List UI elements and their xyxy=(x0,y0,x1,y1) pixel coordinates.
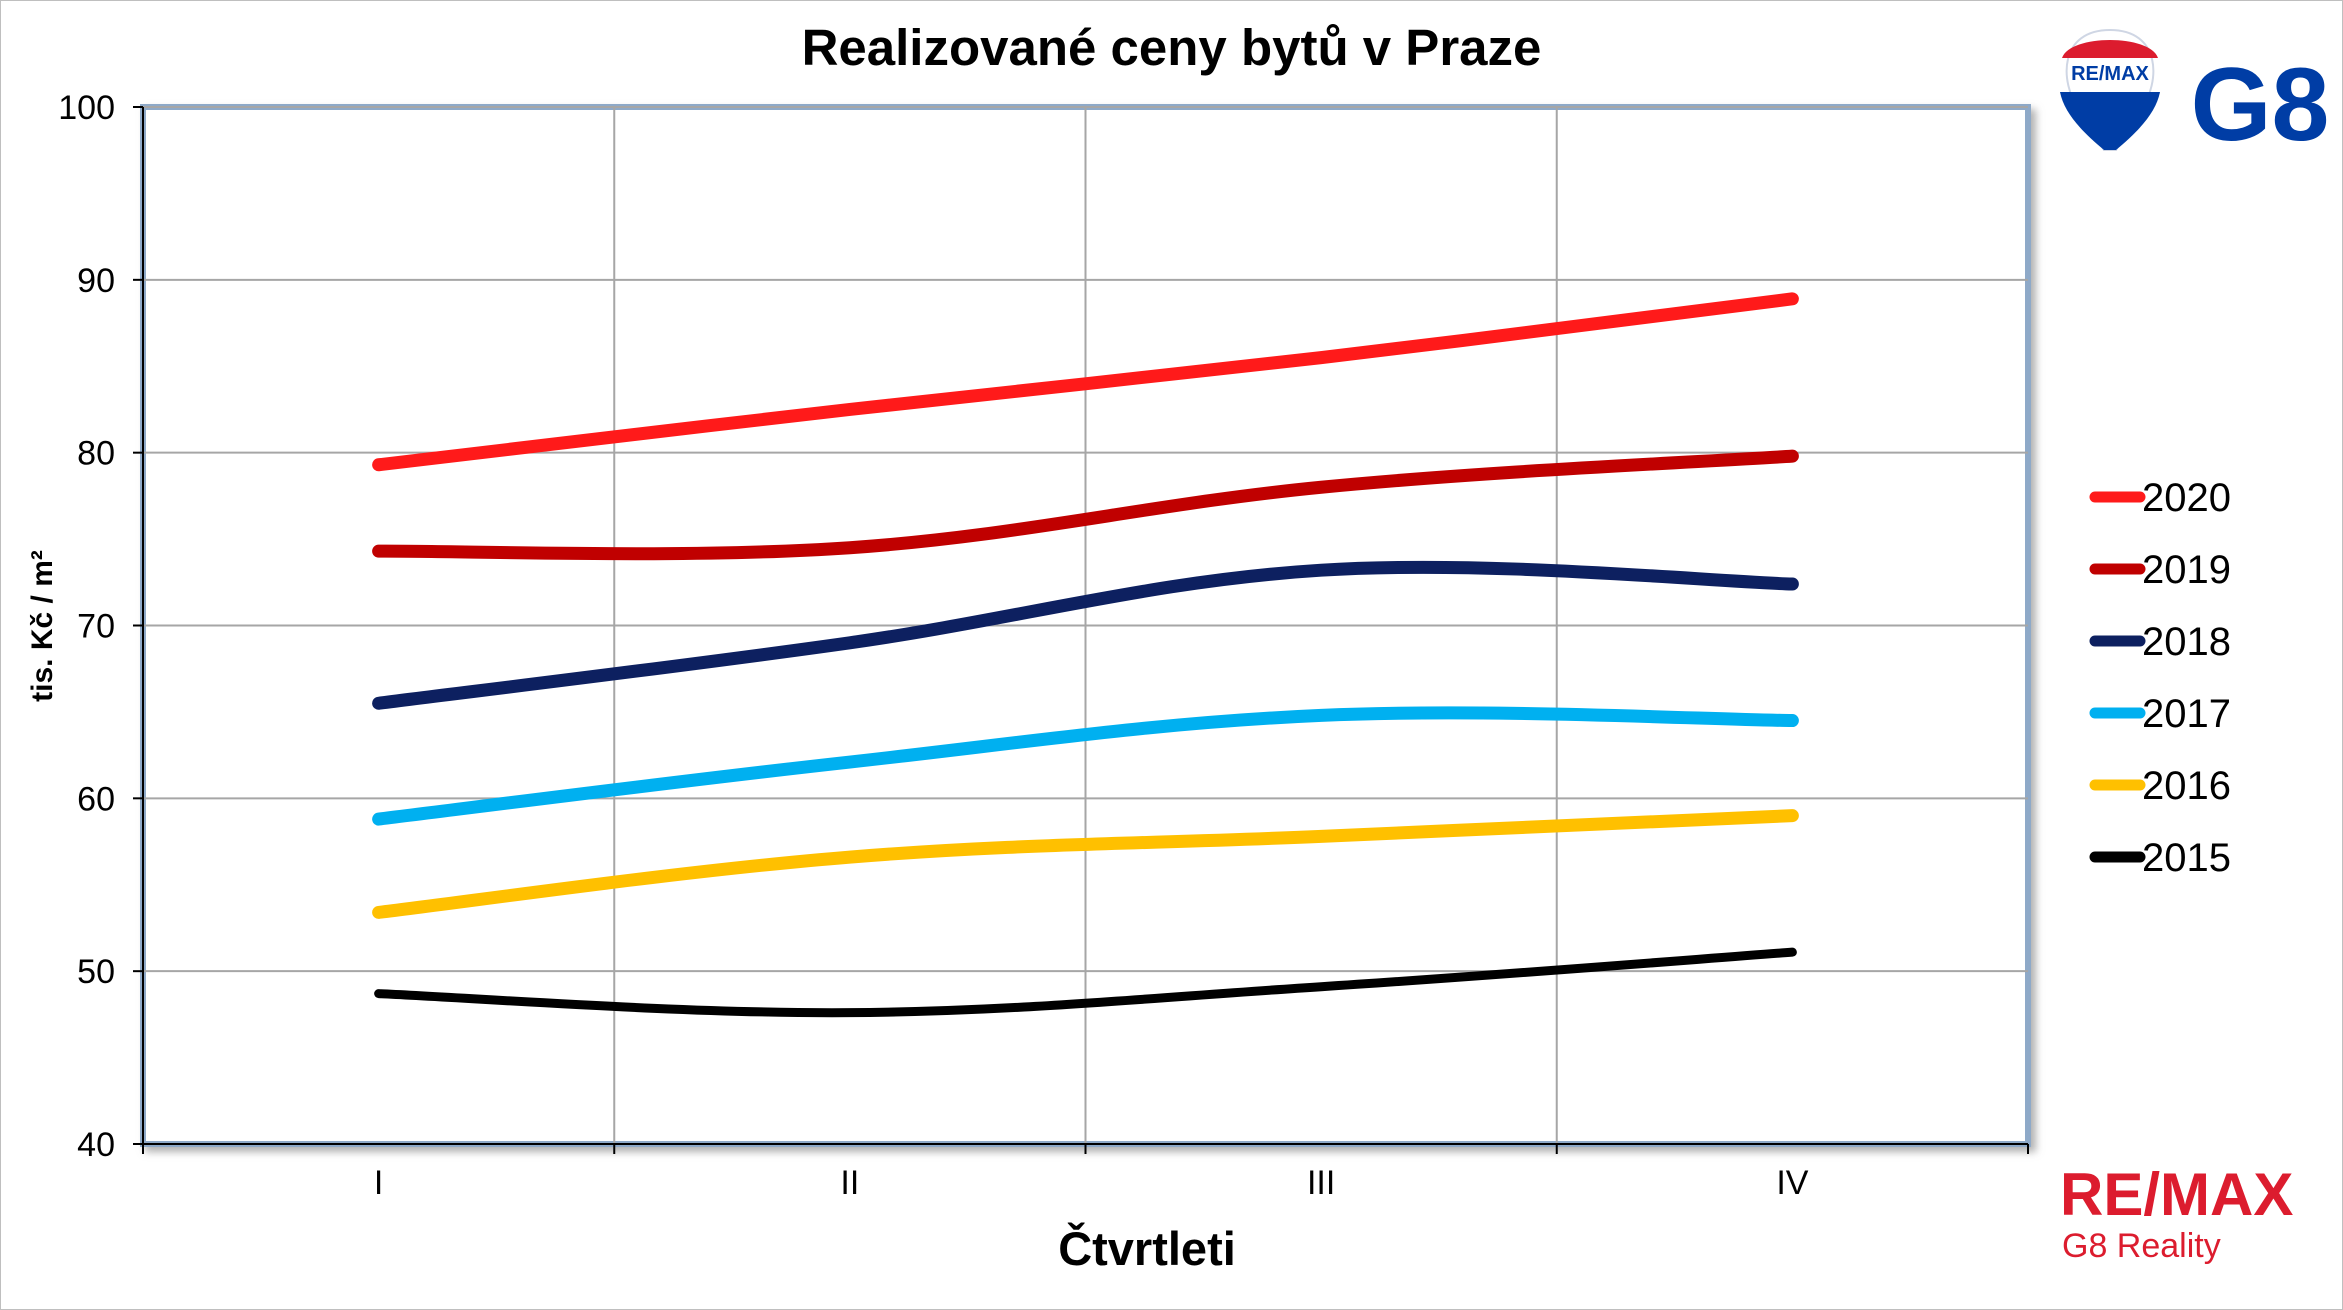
y-tick-label: 60 xyxy=(77,780,115,818)
x-axis-label: Čtvrtleti xyxy=(1058,1222,1236,1275)
series-line-2020 xyxy=(372,292,1799,472)
legend: 2020 2019 2018 2017 2016 2015 xyxy=(2089,476,2231,880)
legend-label: 2018 xyxy=(2142,620,2231,664)
y-tick-label: 100 xyxy=(58,89,115,127)
y-tick-label: 40 xyxy=(77,1126,115,1164)
series-line-2015 xyxy=(374,947,1797,1018)
remax-balloon-logo: RE/MAX G8 xyxy=(2060,28,2330,163)
remax-wordmark: RE/MAX xyxy=(2060,1161,2293,1228)
legend-label: 2019 xyxy=(2142,548,2231,592)
legend-label: 2016 xyxy=(2142,764,2231,808)
x-tick-label: II xyxy=(840,1164,859,1202)
x-tick-label: I xyxy=(374,1164,383,1202)
y-tick-label: 90 xyxy=(77,262,115,300)
series-line-2017 xyxy=(372,706,1799,826)
y-tick-label: 80 xyxy=(77,435,115,473)
balloon-logo-text: RE/MAX xyxy=(2071,63,2149,85)
legend-label: 2020 xyxy=(2142,476,2231,520)
chart-title: Realizované ceny bytů v Praze xyxy=(801,19,1542,76)
y-tick-label: 70 xyxy=(77,608,115,646)
series-line-2016 xyxy=(372,809,1799,919)
y-axis-label: tis. Kč / m² xyxy=(26,550,59,702)
g8-logo-text: G8 xyxy=(2191,47,2330,163)
remax-brand-logo: RE/MAX G8 Reality xyxy=(2060,1161,2293,1265)
remax-subtitle: G8 Reality xyxy=(2062,1227,2221,1265)
x-tick-label: III xyxy=(1307,1164,1335,1202)
y-tick-labels: 40 50 60 70 80 90 100 xyxy=(58,89,143,1164)
series-line-2018 xyxy=(372,560,1799,710)
legend-label: 2015 xyxy=(2142,836,2231,880)
x-tick-label: IV xyxy=(1776,1164,1808,1202)
legend-label: 2017 xyxy=(2142,692,2231,736)
series-lines xyxy=(372,292,1799,1018)
y-tick-label: 50 xyxy=(77,953,115,991)
x-tick-labels: I II III IV xyxy=(142,1144,2029,1202)
series-line-2019 xyxy=(372,449,1799,561)
